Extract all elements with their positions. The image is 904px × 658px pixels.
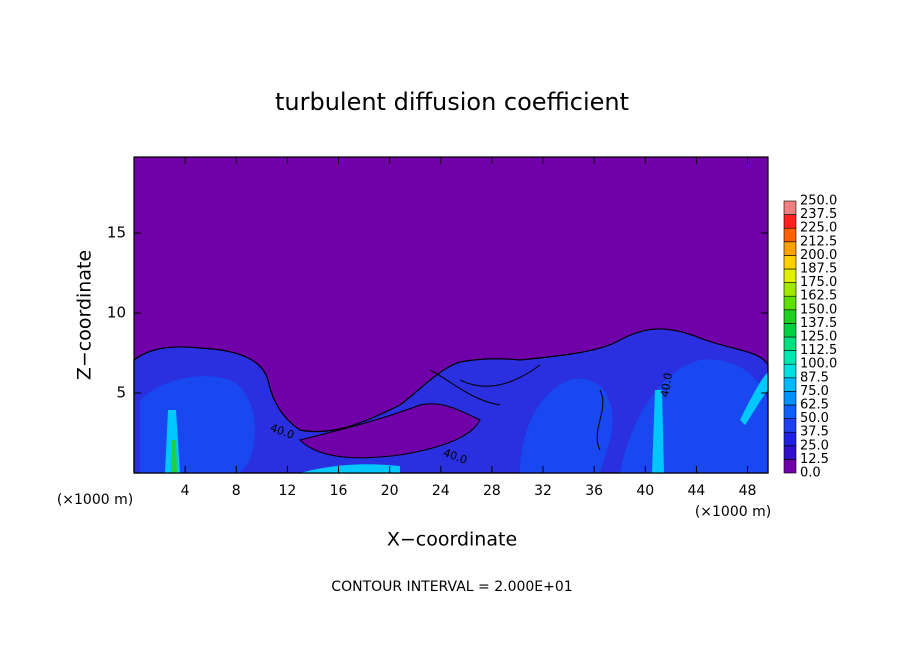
x-tick-label: 40: [636, 483, 654, 499]
colorbar-swatch: [783, 282, 797, 297]
colorbar-swatch: [783, 227, 797, 243]
colorbar-label: 62.5: [800, 398, 829, 413]
colorbar-label: 200.0: [800, 248, 837, 263]
colorbar-swatch: [783, 268, 797, 283]
colorbar-label: 162.5: [800, 289, 837, 304]
colorbar-swatch: [783, 377, 797, 392]
colorbar-swatch: [783, 459, 797, 474]
field-region: [740, 372, 768, 425]
field: [133, 157, 769, 474]
y-tick-label: 15: [107, 224, 126, 242]
colorbar-label: 137.5: [800, 316, 837, 331]
colorbar-swatch: [783, 214, 797, 229]
colorbar-label: 100.0: [800, 357, 837, 372]
contour-label: 40.0: [658, 372, 675, 398]
y-tick-label: 5: [116, 384, 126, 402]
field-region: [652, 390, 664, 473]
field-region: [171, 440, 177, 473]
x-tick-label: 32: [534, 483, 552, 499]
colorbar-swatch: [783, 418, 797, 433]
colorbar-label: 175.0: [800, 275, 837, 290]
colorbar-swatch: [783, 363, 797, 379]
y-tick-label: 10: [107, 304, 126, 322]
colorbar-swatch: [783, 200, 797, 215]
colorbar-swatch: [783, 241, 797, 256]
y-axis-title: Z−coordinate: [74, 250, 96, 380]
colorbar-swatch: [783, 404, 797, 419]
colorbar-swatch: [783, 309, 797, 324]
colorbar-swatch: [783, 445, 797, 460]
x-tick-label: 48: [739, 483, 757, 499]
colorbar-label: 75.0: [800, 384, 829, 399]
colorbar-swatch: [783, 391, 797, 406]
x-tick-label: 24: [432, 483, 450, 499]
x-tick-label: 16: [330, 483, 348, 499]
colorbar-label: 0.0: [800, 466, 821, 481]
x-tick-label: 8: [232, 483, 241, 499]
field-region: [300, 464, 400, 473]
colorbar-swatch: [783, 323, 797, 338]
colorbar-label: 50.0: [800, 411, 829, 426]
colorbar-label: 250.0: [800, 194, 837, 209]
colorbar-label: 87.5: [800, 370, 829, 385]
x-tick-label: 36: [585, 483, 603, 499]
annotation: CONTOUR INTERVAL = 2.000E+01: [331, 579, 572, 595]
colorbar-label: 112.5: [800, 343, 837, 358]
contour-line: [429, 364, 604, 451]
field-region: [299, 403, 481, 459]
x-unit-label: (×1000 m): [57, 492, 133, 508]
plot-frame: [133, 156, 769, 474]
field-region: [140, 376, 255, 473]
colorbar-label: 237.5: [800, 207, 837, 222]
colorbar-label: 125.0: [800, 330, 837, 345]
colorbar-label: 25.0: [800, 438, 829, 453]
x-tick-label: 4: [181, 483, 190, 499]
x-tick-label: 28: [483, 483, 501, 499]
x-tick-label: 12: [278, 483, 296, 499]
colorbar-label: 37.5: [800, 425, 829, 440]
field-region: [520, 378, 613, 473]
colorbar-label: 12.5: [800, 452, 829, 467]
colorbar-swatch: [783, 431, 797, 447]
colorbar-swatch: [783, 336, 797, 351]
x-tick-label: 20: [381, 483, 399, 499]
x-axis-title: X−coordinate: [387, 529, 517, 551]
colorbar-label: 212.5: [800, 234, 837, 249]
x-unit-label: (×1000 m): [695, 504, 771, 520]
colorbar-label: 150.0: [800, 302, 837, 317]
colorbar-label: 187.5: [800, 262, 837, 277]
colorbar-swatch: [783, 255, 797, 270]
colorbar-swatch: [783, 350, 797, 365]
chart-title: turbulent diffusion coefficient: [275, 88, 629, 116]
colorbar-swatch: [783, 295, 797, 311]
x-tick-label: 44: [688, 483, 706, 499]
colorbar-label: 225.0: [800, 221, 837, 236]
